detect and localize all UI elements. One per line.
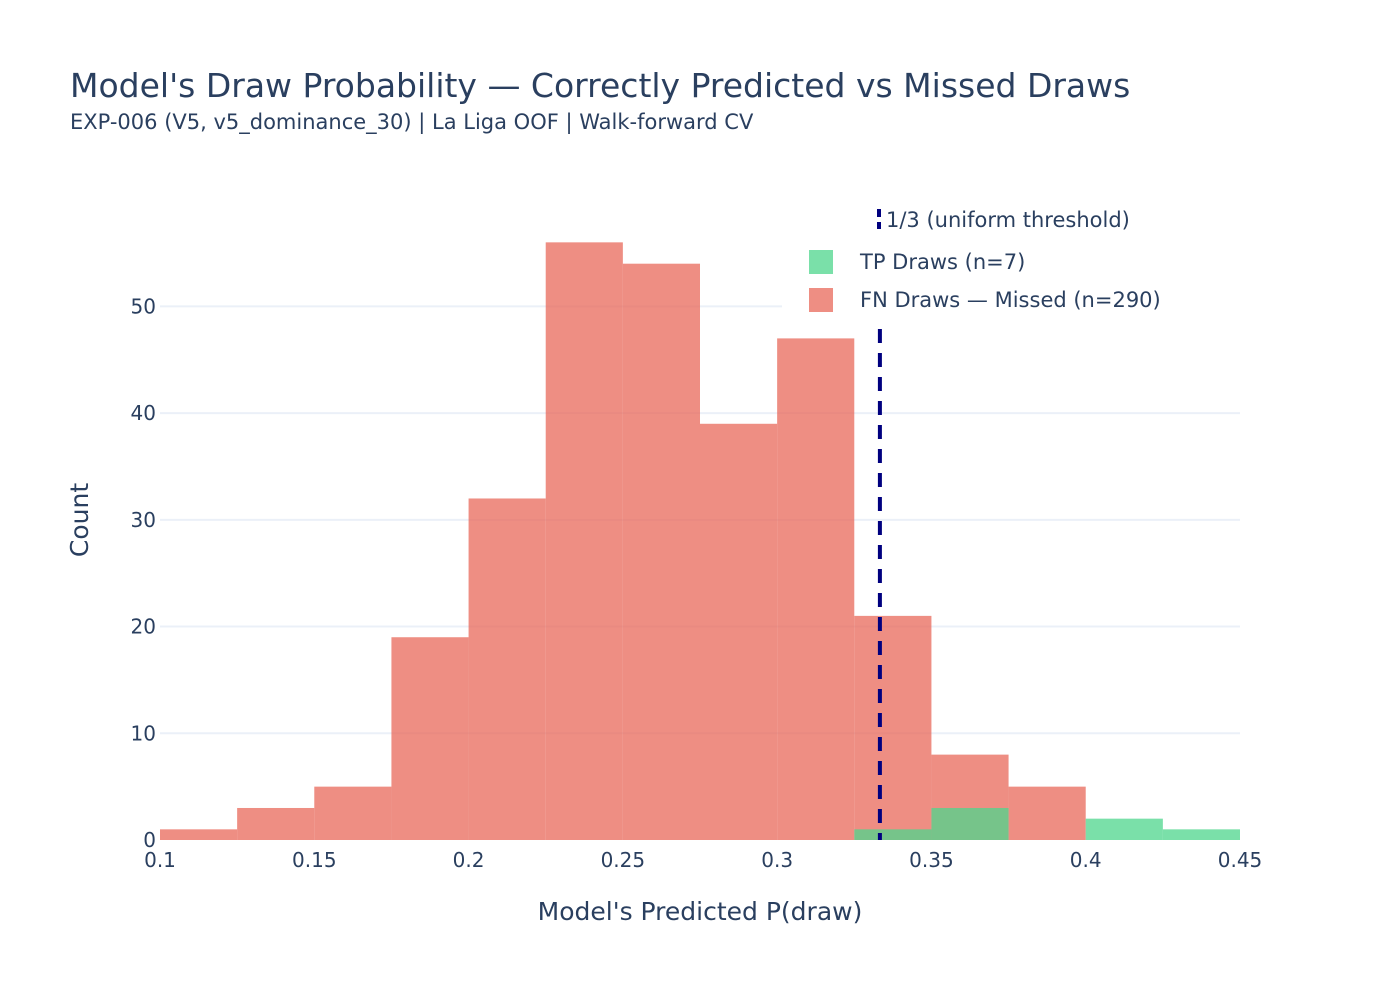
chart-subtitle: EXP-006 (V5, v5_dominance_30) | La Liga … [70, 110, 754, 134]
bar-fn-5 [545, 242, 623, 840]
y-tick-label-3: 30 [131, 508, 156, 532]
bar-fn-8 [777, 338, 855, 840]
bar-fn-0 [160, 829, 238, 840]
x-tick-label-2: 0.2 [453, 848, 485, 872]
legend-label-threshold: 1/3 (uniform threshold) [886, 208, 1130, 232]
x-axis-ticks: 0.1 0.15 0.2 0.25 0.3 0.35 0.4 0.45 [144, 848, 1262, 872]
bar-fn-6 [622, 263, 700, 840]
histogram-bars [160, 242, 1240, 840]
legend-label-tp: TP Draws (n=7) [859, 250, 1025, 274]
y-tick-label-4: 40 [131, 401, 156, 425]
x-axis-title: Model's Predicted P(draw) [538, 897, 863, 926]
bar-tp-1 [931, 807, 1009, 840]
legend-fn-swatch [809, 288, 833, 312]
bar-tp-2 [1085, 818, 1163, 840]
y-tick-label-5: 50 [131, 294, 156, 318]
bar-fn-2 [314, 786, 392, 840]
legend-background [782, 202, 1240, 322]
x-tick-label-1: 0.15 [292, 848, 337, 872]
legend-label-fn: FN Draws — Missed (n=290) [860, 288, 1161, 312]
bar-fn-9 [854, 615, 932, 840]
y-axis-title: Count [65, 483, 94, 557]
legend-item-fn-draws[interactable]: FN Draws — Missed (n=290) [809, 288, 1161, 312]
legend-item-tp-draws[interactable]: TP Draws (n=7) [809, 250, 1025, 274]
bar-fn-4 [468, 498, 546, 840]
x-tick-label-0: 0.1 [144, 848, 176, 872]
bar-fn-1 [237, 807, 315, 840]
bar-fn-7 [700, 423, 778, 840]
bar-tp-3 [1162, 829, 1240, 840]
y-tick-label-0: 0 [143, 828, 156, 852]
bar-fn-3 [391, 637, 469, 840]
bar-fn-11 [1008, 786, 1086, 840]
chart-title: Model's Draw Probability — Correctly Pre… [70, 66, 1131, 105]
y-tick-label-2: 20 [131, 615, 156, 639]
x-tick-label-6: 0.4 [1070, 848, 1102, 872]
bar-tp-0 [854, 829, 932, 840]
x-tick-label-4: 0.3 [761, 848, 793, 872]
legend[interactable]: 1/3 (uniform threshold) TP Draws (n=7) F… [782, 202, 1240, 322]
legend-item-threshold[interactable]: 1/3 (uniform threshold) [877, 208, 1130, 232]
legend-tp-swatch [809, 250, 833, 274]
y-tick-label-1: 10 [131, 721, 156, 745]
x-tick-label-5: 0.35 [909, 848, 954, 872]
x-tick-label-3: 0.25 [601, 848, 646, 872]
y-axis-ticks: 0 10 20 30 40 50 [131, 294, 156, 852]
x-tick-label-7: 0.45 [1218, 848, 1263, 872]
